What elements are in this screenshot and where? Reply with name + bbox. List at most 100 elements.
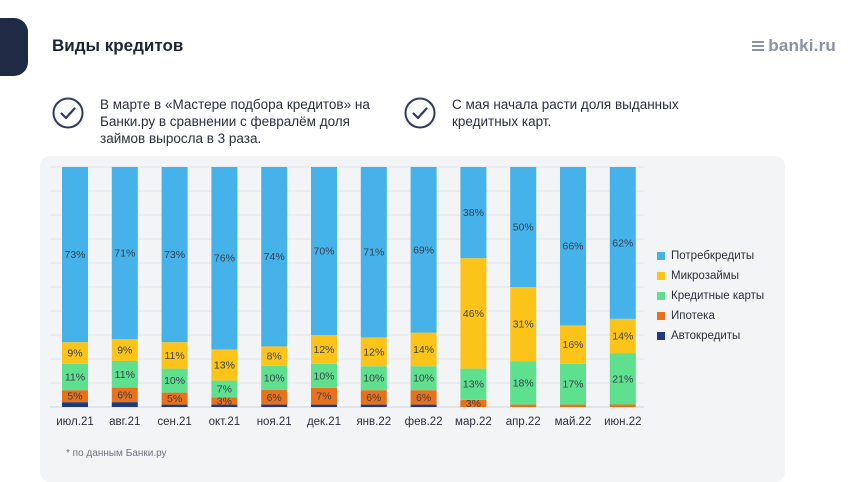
bar-segment (62, 402, 88, 407)
legend-swatch (657, 292, 665, 300)
x-tick-label: мар.22 (455, 416, 492, 428)
legend-swatch (657, 332, 665, 340)
bar-segment (609, 167, 636, 319)
data-label: 14% (413, 344, 434, 356)
x-tick-label: янв.22 (356, 416, 391, 428)
bar-segment (609, 353, 636, 405)
x-tick-label: фев.22 (405, 416, 443, 428)
legend-item: Микрозаймы (657, 266, 764, 286)
bar-segment (360, 167, 387, 338)
brand-logo-text: banki.ru (768, 36, 836, 55)
bar-segment (510, 361, 537, 405)
bar-segment (460, 167, 487, 259)
data-label: 76% (214, 253, 235, 265)
data-label: 73% (164, 249, 185, 261)
data-label: 5% (167, 393, 182, 405)
bar-segment (460, 368, 487, 400)
bar-segment (609, 318, 636, 354)
note-march: В марте в «Мастере подбора кредитов» на … (52, 96, 382, 147)
bar-segment (311, 167, 337, 335)
bar-segment (510, 404, 537, 407)
bar-segment (360, 404, 387, 407)
legend-item: Ипотека (657, 306, 764, 326)
check-circle-icon (404, 97, 436, 129)
data-label: 71% (114, 248, 135, 260)
data-label: 16% (562, 339, 583, 351)
x-tick-label: апр.22 (506, 416, 541, 428)
data-label: 10% (363, 373, 384, 385)
data-label: 10% (313, 370, 334, 382)
data-label: 70% (313, 246, 334, 258)
bar-segment (211, 397, 238, 405)
banki-logo-icon (752, 41, 765, 51)
note-may-text: С мая начала расти доля выданных кредитн… (452, 97, 679, 129)
legend-item: Кредитные карты (657, 286, 764, 306)
legend-item: Автокредиты (657, 326, 764, 346)
corner-decoration (0, 18, 28, 76)
legend-label: Кредитные карты (671, 290, 765, 302)
data-label: 17% (562, 379, 583, 391)
bar-segment (261, 365, 288, 391)
bar-segment (161, 392, 188, 405)
bar-segment (510, 167, 537, 287)
legend-swatch (657, 312, 665, 320)
data-label: 11% (115, 369, 135, 381)
legend-label: Потребкредиты (671, 250, 755, 262)
bar-segment (261, 404, 288, 407)
bar-segment (510, 287, 537, 362)
data-label: 69% (413, 244, 434, 256)
data-label: 10% (164, 375, 185, 387)
data-label: 10% (264, 372, 285, 384)
bar-segment (460, 258, 487, 369)
bar-segment (410, 167, 437, 333)
bar-segment (311, 387, 337, 405)
bar-segment (560, 404, 586, 407)
bar-segment (211, 167, 238, 350)
bar-segment (111, 339, 138, 361)
data-label: 11% (164, 350, 184, 362)
footnote: * по данным Банки.ру (66, 448, 167, 459)
data-label: 6% (366, 392, 381, 404)
data-label: 6% (117, 389, 132, 401)
data-label: 38% (463, 207, 484, 219)
data-label: 74% (264, 251, 285, 263)
data-label: 7% (316, 391, 331, 403)
bar-segment (211, 380, 238, 398)
data-label: 14% (612, 330, 633, 342)
page-title: Виды кредитов (52, 36, 184, 55)
data-label: 18% (513, 378, 534, 390)
bar-segment (410, 404, 437, 407)
x-tick-label: авг.21 (109, 416, 140, 428)
bar-segment (111, 402, 138, 407)
legend-label: Микрозаймы (671, 270, 739, 282)
legend-swatch (657, 272, 665, 280)
x-tick-label: окт.21 (209, 416, 241, 428)
bar-segment (161, 167, 188, 343)
bar-segment (111, 360, 138, 388)
bar-segment (410, 332, 437, 367)
data-label: 13% (214, 360, 235, 372)
bar-segment (560, 363, 586, 405)
data-label: 71% (363, 247, 384, 259)
x-tick-label: ноя.21 (257, 416, 292, 428)
bar-segment (560, 325, 586, 364)
data-label: 13% (463, 379, 484, 391)
bar-segment (609, 404, 636, 407)
legend-item: Потребкредиты (657, 246, 764, 266)
brand-logo[interactable]: banki.ru (752, 36, 836, 56)
x-tick-label: сен.21 (157, 416, 191, 428)
bar-segment (311, 335, 337, 364)
check-circle-icon (52, 97, 84, 129)
data-label: 12% (313, 344, 334, 356)
bar-segment (261, 390, 288, 405)
data-label: 11% (65, 372, 85, 384)
data-label: 3% (466, 398, 481, 410)
data-label: 9% (67, 348, 82, 360)
bar-segment (62, 390, 88, 403)
bar-segment (360, 390, 387, 405)
data-label: 9% (117, 345, 132, 357)
data-label: 46% (463, 308, 484, 320)
bar-segment (311, 404, 337, 407)
x-tick-label: май.22 (555, 416, 592, 428)
